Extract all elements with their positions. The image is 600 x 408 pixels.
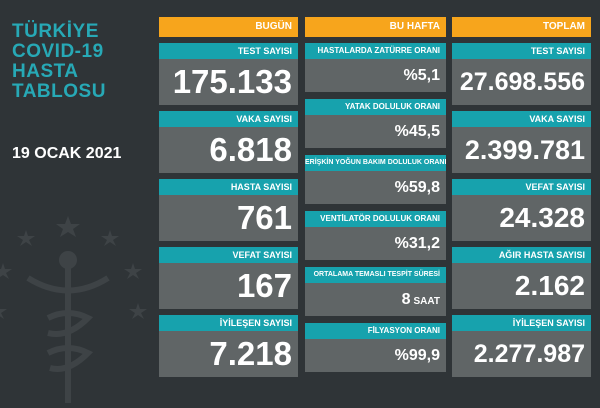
card-label: HASTA SAYISI <box>159 179 298 195</box>
today-death-card: VEFAT SAYISI 167 <box>159 247 298 309</box>
card-value: 27.698.556 <box>452 59 591 105</box>
card-value: 6.818 <box>159 127 298 173</box>
card-value: 2.277.987 <box>452 331 591 377</box>
title-line-1: TÜRKİYE <box>12 21 99 42</box>
card-label: VAKA SAYISI <box>452 111 591 127</box>
card-value: %99,9 <box>305 339 446 372</box>
today-header: BUGÜN <box>159 17 298 37</box>
card-label: FİLYASYON ORANI <box>305 323 446 339</box>
today-patient-card: HASTA SAYISI 761 <box>159 179 298 241</box>
card-value-row: 8 SAAT <box>305 283 446 316</box>
card-value: %31,2 <box>305 227 446 260</box>
card-value: %59,8 <box>305 171 446 204</box>
today-case-card: VAKA SAYISI 6.818 <box>159 111 298 173</box>
week-contact-time-card: ORTALAMA TEMASLI TESPİT SÜRESİ 8 SAAT <box>305 267 446 316</box>
card-value: %5,1 <box>305 59 446 92</box>
card-label: TEST SAYISI <box>159 43 298 59</box>
week-pneumonia-card: HASTALARDA ZATÜRRE ORANI %5,1 <box>305 43 446 92</box>
card-label: AĞIR HASTA SAYISI <box>452 247 591 263</box>
week-bed-occupancy-card: YATAK DOLULUK ORANI %45,5 <box>305 99 446 148</box>
total-header: TOPLAM <box>452 17 591 37</box>
card-value: 2.162 <box>452 263 591 309</box>
card-value: 761 <box>159 195 298 241</box>
week-ventilator-card: VENTİLATÖR DOLULUK ORANI %31,2 <box>305 211 446 260</box>
card-label: VENTİLATÖR DOLULUK ORANI <box>305 211 446 227</box>
ministry-emblem-icon <box>0 216 147 403</box>
total-death-card: VEFAT SAYISI 24.328 <box>452 179 591 241</box>
week-header: BU HAFTA <box>305 17 446 37</box>
title-line-2: COVID-19 <box>12 41 104 62</box>
today-recovered-card: İYİLEŞEN SAYISI 7.218 <box>159 315 298 377</box>
title-line-4: TABLOSU <box>12 81 106 102</box>
card-label: VAKA SAYISI <box>159 111 298 127</box>
card-value: 8 <box>401 291 411 308</box>
title-line-3: HASTA <box>12 61 79 82</box>
week-filiation-card: FİLYASYON ORANI %99,9 <box>305 323 446 372</box>
total-critical-card: AĞIR HASTA SAYISI 2.162 <box>452 247 591 309</box>
total-column: TOPLAM TEST SAYISI 27.698.556 VAKA SAYIS… <box>452 17 591 377</box>
total-case-card: VAKA SAYISI 2.399.781 <box>452 111 591 173</box>
total-recovered-card: İYİLEŞEN SAYISI 2.277.987 <box>452 315 591 377</box>
report-date: 19 OCAK 2021 <box>12 145 122 162</box>
today-test-card: TEST SAYISI 175.133 <box>159 43 298 105</box>
card-label: YATAK DOLULUK ORANI <box>305 99 446 115</box>
card-label: HASTALARDA ZATÜRRE ORANI <box>305 43 446 59</box>
week-column: BU HAFTA HASTALARDA ZATÜRRE ORANI %5,1 Y… <box>305 17 446 377</box>
week-icu-occupancy-card: ERİŞKİN YOĞUN BAKIM DOLULUK ORANI %59,8 <box>305 155 446 204</box>
card-label: VEFAT SAYISI <box>159 247 298 263</box>
card-label: İYİLEŞEN SAYISI <box>159 315 298 331</box>
card-label: VEFAT SAYISI <box>452 179 591 195</box>
total-test-card: TEST SAYISI 27.698.556 <box>452 43 591 105</box>
today-column: BUGÜN TEST SAYISI 175.133 VAKA SAYISI 6.… <box>159 17 298 377</box>
card-value: 167 <box>159 263 298 309</box>
card-value: 175.133 <box>159 59 298 105</box>
card-label: ORTALAMA TEMASLI TESPİT SÜRESİ <box>305 267 446 283</box>
card-label: TEST SAYISI <box>452 43 591 59</box>
dashboard-title: TÜRKİYE COVID-19 HASTA TABLOSU <box>12 22 142 102</box>
card-value: 2.399.781 <box>452 127 591 173</box>
card-value: 24.328 <box>452 195 591 241</box>
card-label: İYİLEŞEN SAYISI <box>452 315 591 331</box>
card-value: %45,5 <box>305 115 446 148</box>
card-unit: SAAT <box>413 296 440 307</box>
card-value: 7.218 <box>159 331 298 377</box>
card-label: ERİŞKİN YOĞUN BAKIM DOLULUK ORANI <box>305 155 446 171</box>
